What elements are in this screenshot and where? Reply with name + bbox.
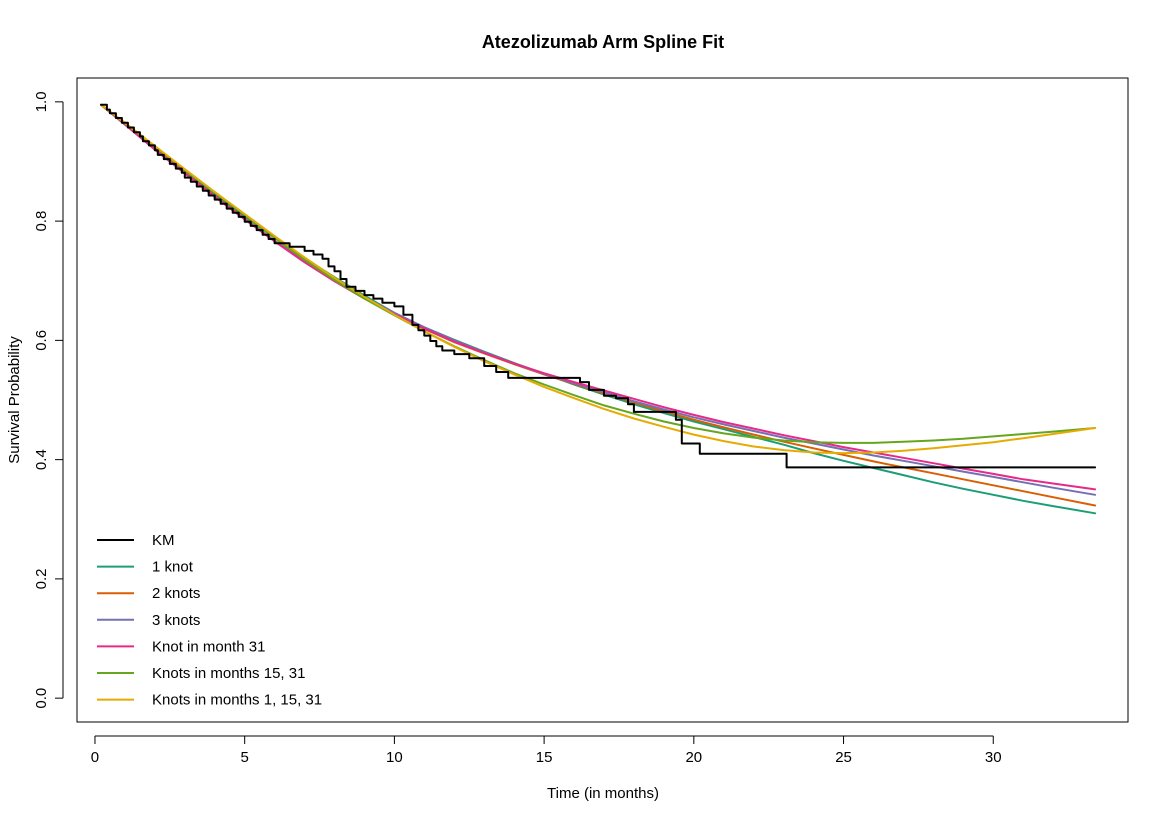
legend-label: 2 knots xyxy=(152,585,200,602)
plot-frame xyxy=(76,77,1129,723)
x-tick-label: 0 xyxy=(91,749,99,766)
legend-label: 3 knots xyxy=(152,612,200,629)
legend-label: Knot in month 31 xyxy=(152,638,265,655)
series-line-1-knot xyxy=(100,103,1097,515)
series-line-3-knots xyxy=(100,103,1097,496)
x-tick-label: 25 xyxy=(835,749,852,766)
y-tick-label: 1.0 xyxy=(33,91,50,112)
legend-label: KM xyxy=(152,532,175,549)
legend-label: 1 knot xyxy=(152,559,194,576)
series-line-km xyxy=(100,103,1097,469)
x-tick-label: 15 xyxy=(536,749,553,766)
x-tick-label: 5 xyxy=(241,749,249,766)
series-line-knots-in-months-1-15-31 xyxy=(100,103,1097,455)
legend-label: Knots in months 1, 15, 31 xyxy=(152,692,322,709)
y-tick-label: 0.2 xyxy=(33,568,50,589)
y-tick-label: 0.8 xyxy=(33,211,50,232)
y-tick-label: 0.0 xyxy=(33,688,50,709)
series-line-knot-in-month-31 xyxy=(100,103,1097,491)
x-tick-label: 30 xyxy=(985,749,1002,766)
x-tick-label: 10 xyxy=(386,749,403,766)
y-tick-label: 0.4 xyxy=(33,449,50,470)
x-tick-label: 20 xyxy=(685,749,702,766)
y-tick-label: 0.6 xyxy=(33,330,50,351)
legend: KM 1 knot 2 knots 3 knots Knot in month 31 Kn… xyxy=(97,532,322,709)
y-axis-label: Survival Probability xyxy=(6,336,23,464)
series-layer xyxy=(100,103,1097,515)
chart-title: Atezolizumab Arm Spline Fit xyxy=(482,32,724,52)
x-axis: 0 5 10 15 20 25 30 xyxy=(91,735,1002,766)
series-line-knots-in-months-15-31 xyxy=(100,103,1097,444)
x-axis-label: Time (in months) xyxy=(547,785,659,802)
y-axis: 0.0 0.2 0.4 0.6 0.8 1.0 xyxy=(33,91,64,709)
series-line-2-knots xyxy=(100,103,1097,507)
legend-label: Knots in months 15, 31 xyxy=(152,665,305,682)
